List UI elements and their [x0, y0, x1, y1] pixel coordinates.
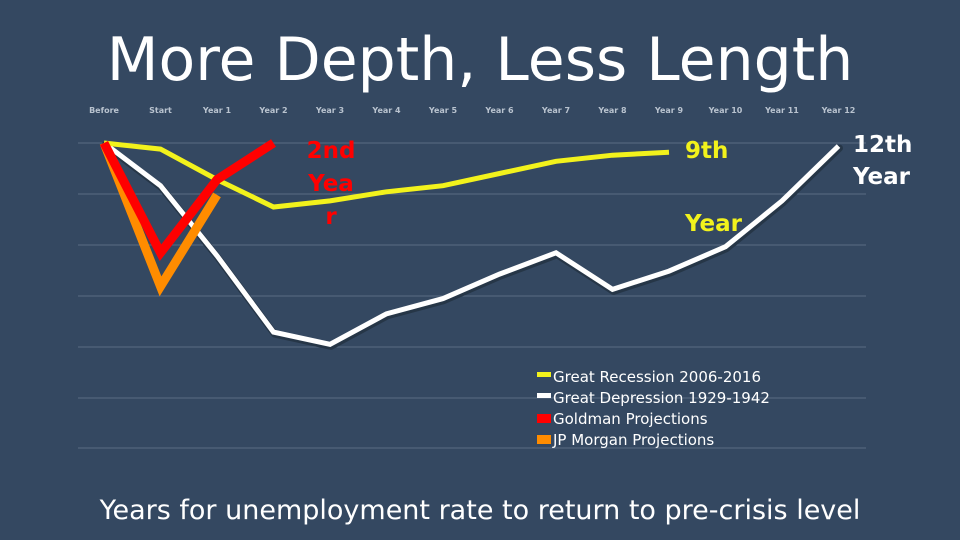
- x-tick-label: Year 4: [371, 106, 401, 115]
- slide-subtitle: Years for unemployment rate to return to…: [99, 495, 861, 526]
- x-tick-label: Year 10: [708, 106, 743, 115]
- series-line-3: [99, 139, 276, 262]
- x-tick-label: Start: [149, 106, 172, 115]
- legend-swatch: [537, 393, 551, 398]
- x-tick-label: Year 11: [764, 106, 799, 115]
- x-tick-label: Year 12: [821, 106, 856, 115]
- x-tick-label: Year 5: [428, 106, 458, 115]
- series-line-4: [99, 141, 221, 297]
- legend-label: JP Morgan Projections: [552, 431, 714, 449]
- x-tick-label: Year 6: [484, 106, 514, 115]
- x-tick-label: Year 8: [597, 106, 627, 115]
- legend-swatch: [537, 435, 551, 444]
- annotation-label: 12th Year: [852, 132, 912, 190]
- x-tick-label: Year 1: [202, 106, 232, 115]
- slide-title: More Depth, Less Length: [106, 25, 854, 95]
- legend-swatch: [537, 372, 551, 377]
- annotations: 2nd Yea r 9th Year 12th Year: [307, 132, 913, 237]
- x-tick-label: Year 3: [315, 106, 344, 115]
- x-tick-label: Year 7: [541, 106, 570, 115]
- legend-swatch: [537, 414, 551, 423]
- series-line-1: [103, 140, 670, 210]
- legend-label: Great Recession 2006-2016: [553, 368, 761, 386]
- legend: Great Recession 2006-2016 Great Depressio…: [537, 368, 770, 449]
- annotation-label: 2nd Yea r: [307, 138, 356, 230]
- x-tick-label: Before: [89, 106, 119, 115]
- annotation-label: 9th Year: [684, 138, 743, 237]
- x-tick-label: Year 2: [258, 106, 287, 115]
- legend-label: Goldman Projections: [553, 410, 708, 428]
- x-tick-label: Year 9: [654, 106, 684, 115]
- x-axis-tick-labels: Before Start Year 1 Year 2 Year 3 Year 4 Year …: [89, 106, 855, 115]
- legend-label: Great Depression 1929-1942: [553, 389, 770, 407]
- series-lines: [99, 139, 843, 350]
- series-line-2: [102, 141, 841, 347]
